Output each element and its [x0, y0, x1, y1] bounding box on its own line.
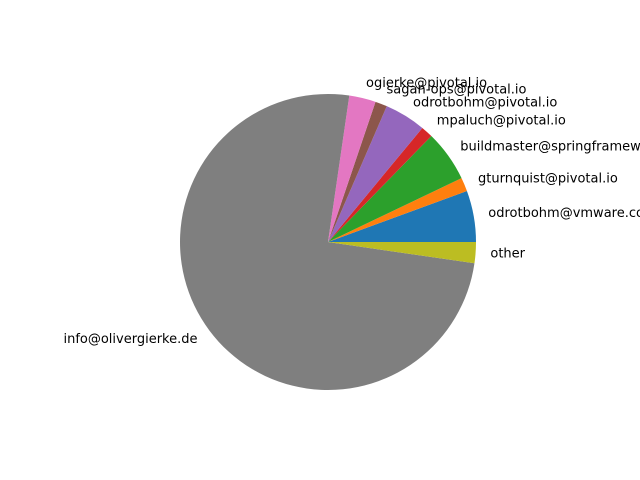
pie-label-odrotbohm-vmware-com: odrotbohm@vmware.com	[488, 206, 640, 221]
pie-label-gturnquist-pivotal-io: gturnquist@pivotal.io	[478, 171, 618, 186]
pie-slice-mpaluch-pivotal-io	[328, 127, 432, 242]
pie-slice-odrotbohm-pivotal-io	[328, 106, 423, 242]
pie-slice-info-olivergierke-de	[180, 93, 475, 390]
pie-slice-odrotbohm-vmware-com	[328, 190, 476, 242]
pie-slice-ogierke-pivotal-io	[328, 95, 376, 242]
pie-label-mpaluch-pivotal-io: mpaluch@pivotal.io	[437, 113, 566, 128]
pie-label-info-olivergierke-de: info@olivergierke.de	[63, 332, 197, 347]
pie-label-ogierke-pivotal-io: ogierke@pivotal.io	[366, 76, 487, 91]
pie-slice-buildmaster-springframework-org	[328, 136, 462, 242]
pie-label-odrotbohm-pivotal-io: odrotbohm@pivotal.io	[413, 96, 557, 111]
pie-label-sagan-ops-pivotal-io: sagan-ops@pivotal.io	[387, 83, 527, 98]
pie-labels: odrotbohm@vmware.com gturnquist@pivotal.i…	[63, 76, 640, 347]
pie-slice-other	[328, 242, 476, 264]
pie-label-other: other	[490, 246, 525, 261]
pie-slice-sagan-ops-pivotal-io	[328, 101, 387, 242]
pie-slices	[180, 93, 476, 390]
pie-label-buildmaster-springframework-org: buildmaster@springframework.org	[460, 140, 640, 155]
pie-slice-gturnquist-pivotal-io	[328, 178, 467, 242]
